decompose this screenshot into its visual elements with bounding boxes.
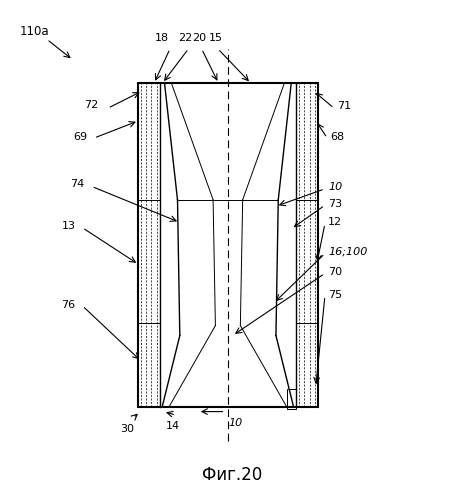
Text: 75: 75 (328, 290, 342, 300)
Text: 13: 13 (61, 221, 75, 231)
Text: Фиг.20: Фиг.20 (202, 466, 263, 483)
Text: 18: 18 (155, 33, 169, 43)
Text: 16;100: 16;100 (328, 247, 367, 257)
Text: 72: 72 (84, 100, 99, 110)
Text: 10: 10 (229, 418, 243, 428)
Text: 73: 73 (328, 199, 342, 209)
Text: 20: 20 (192, 33, 206, 43)
Text: 110a: 110a (20, 26, 49, 38)
Text: 14: 14 (166, 420, 179, 430)
Text: 71: 71 (338, 101, 352, 111)
Text: 70: 70 (328, 267, 342, 277)
Text: 68: 68 (331, 132, 345, 141)
Text: 12: 12 (328, 217, 342, 227)
Text: 76: 76 (61, 300, 75, 310)
Text: 15: 15 (209, 33, 223, 43)
Bar (286, 389, 296, 409)
Text: 22: 22 (178, 33, 192, 43)
Text: 74: 74 (70, 180, 85, 190)
Text: 69: 69 (73, 132, 87, 141)
Text: 10: 10 (328, 182, 342, 192)
Text: 30: 30 (120, 424, 134, 434)
